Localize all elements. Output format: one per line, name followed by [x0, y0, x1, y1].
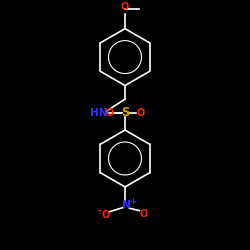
Text: O: O [101, 210, 109, 220]
Text: HN: HN [90, 108, 108, 118]
Text: O: O [121, 2, 129, 12]
Text: +: + [129, 197, 136, 206]
Text: O: O [106, 108, 114, 118]
Text: S: S [121, 106, 129, 119]
Text: N: N [122, 200, 130, 210]
Text: O: O [136, 108, 144, 118]
Text: -: - [98, 206, 102, 216]
Text: O: O [140, 209, 148, 219]
